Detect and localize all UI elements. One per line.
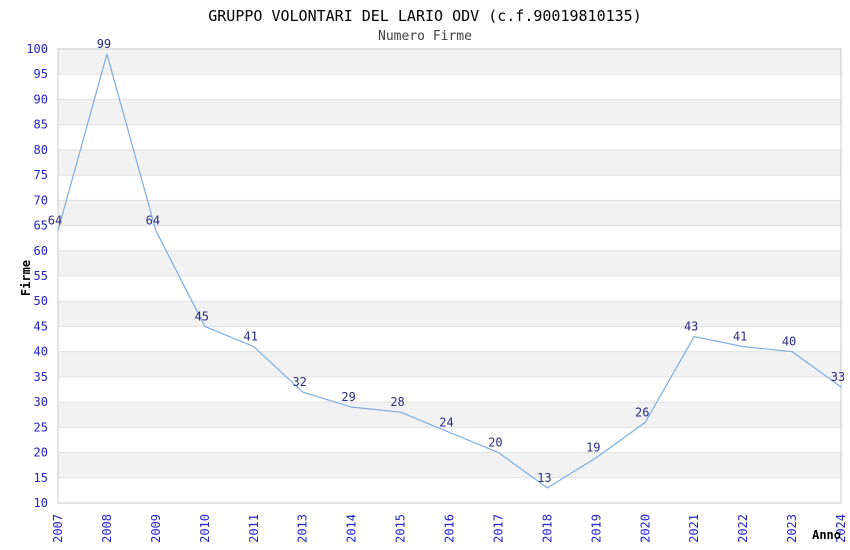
y-tick-label: 65	[34, 219, 48, 233]
y-tick-label: 45	[34, 319, 48, 333]
data-point-label: 26	[635, 405, 649, 419]
background-band	[58, 99, 841, 125]
x-tick-label: 2008	[100, 514, 114, 543]
x-tick-label: 2023	[785, 514, 799, 543]
x-tick-label: 2015	[394, 514, 408, 543]
background-band	[58, 49, 841, 75]
y-tick-label: 90	[34, 92, 48, 106]
x-axis-tick-labels: 2007 2008 2009 2010 2011 2013 2014 2015 2016 2017…	[51, 514, 848, 543]
y-tick-label: 40	[34, 345, 48, 359]
x-tick-label: 2021	[687, 514, 701, 543]
y-tick-label: 20	[34, 446, 48, 460]
y-tick-label: 30	[34, 395, 48, 409]
data-point-label: 20	[488, 436, 502, 450]
background-band	[58, 250, 841, 276]
data-point-label: 40	[782, 335, 796, 349]
data-point-label: 32	[292, 375, 306, 389]
y-tick-label: 55	[34, 269, 48, 283]
y-tick-label: 10	[34, 496, 48, 510]
data-point-label: 43	[684, 320, 698, 334]
x-tick-label: 2009	[149, 514, 163, 543]
x-tick-label: 2011	[247, 514, 261, 543]
x-axis-title: Anno	[812, 528, 841, 542]
data-point-label: 19	[586, 441, 600, 455]
y-tick-label: 25	[34, 420, 48, 434]
background-band	[58, 149, 841, 176]
data-point-label: 28	[390, 395, 404, 409]
x-tick-label: 2013	[296, 514, 310, 543]
plot-border	[57, 48, 842, 504]
background-band	[58, 351, 841, 377]
data-point-label: 41	[733, 330, 747, 344]
y-tick-label: 100	[26, 42, 48, 56]
y-tick-label: 50	[34, 294, 48, 308]
y-axis-tick-labels: 10 15 20 25 30 35 40 45 50 55 60 65 70 75 80 85 90 95 100	[26, 42, 48, 510]
x-tick-label: 2017	[491, 514, 505, 543]
x-tick-label: 2014	[345, 514, 359, 543]
background-band	[58, 402, 841, 428]
x-tick-label: 2010	[198, 514, 212, 543]
background-band	[58, 301, 841, 327]
y-tick-label: 80	[34, 143, 48, 157]
grid-lines	[58, 73, 841, 479]
data-point-label: 64	[48, 214, 62, 228]
data-point-label: 45	[195, 309, 209, 323]
data-series	[57, 53, 842, 489]
data-point-label: 64	[146, 214, 160, 228]
x-tick-label: 2022	[736, 514, 750, 543]
x-tick-label: 2007	[51, 514, 65, 543]
y-tick-label: 75	[34, 168, 48, 182]
x-tick-label: 2016	[443, 514, 457, 543]
x-tick-label: 2018	[540, 514, 554, 543]
chart-subtitle: Numero Firme	[378, 29, 472, 44]
plot-border-rect	[57, 48, 842, 504]
x-tick-label: 2024	[834, 514, 848, 543]
data-point-label: 99	[97, 37, 111, 51]
background-band	[58, 200, 841, 226]
y-tick-label: 85	[34, 118, 48, 132]
series-line	[57, 53, 842, 489]
data-point-label: 29	[341, 390, 355, 404]
background-bands	[58, 49, 841, 478]
data-point-label: 13	[537, 471, 551, 485]
data-point-label: 33	[831, 370, 845, 384]
chart-title: GRUPPO VOLONTARI DEL LARIO ODV (c.f.9001…	[208, 7, 642, 25]
y-axis-title: Firme	[19, 260, 33, 296]
data-point-label: 41	[244, 330, 258, 344]
background-band	[58, 452, 841, 478]
x-tick-label: 2019	[589, 514, 603, 543]
x-tick-label: 2020	[638, 514, 652, 543]
y-tick-label: 60	[34, 244, 48, 258]
y-tick-label: 70	[34, 193, 48, 207]
data-point-labels: 64 99 64 45 41 32 29 28 24 20 13 19 26 43 41 40 33	[48, 37, 845, 485]
data-point-label: 24	[439, 415, 453, 429]
y-tick-label: 95	[34, 67, 48, 81]
y-tick-label: 35	[34, 370, 48, 384]
y-tick-label: 15	[34, 471, 48, 485]
